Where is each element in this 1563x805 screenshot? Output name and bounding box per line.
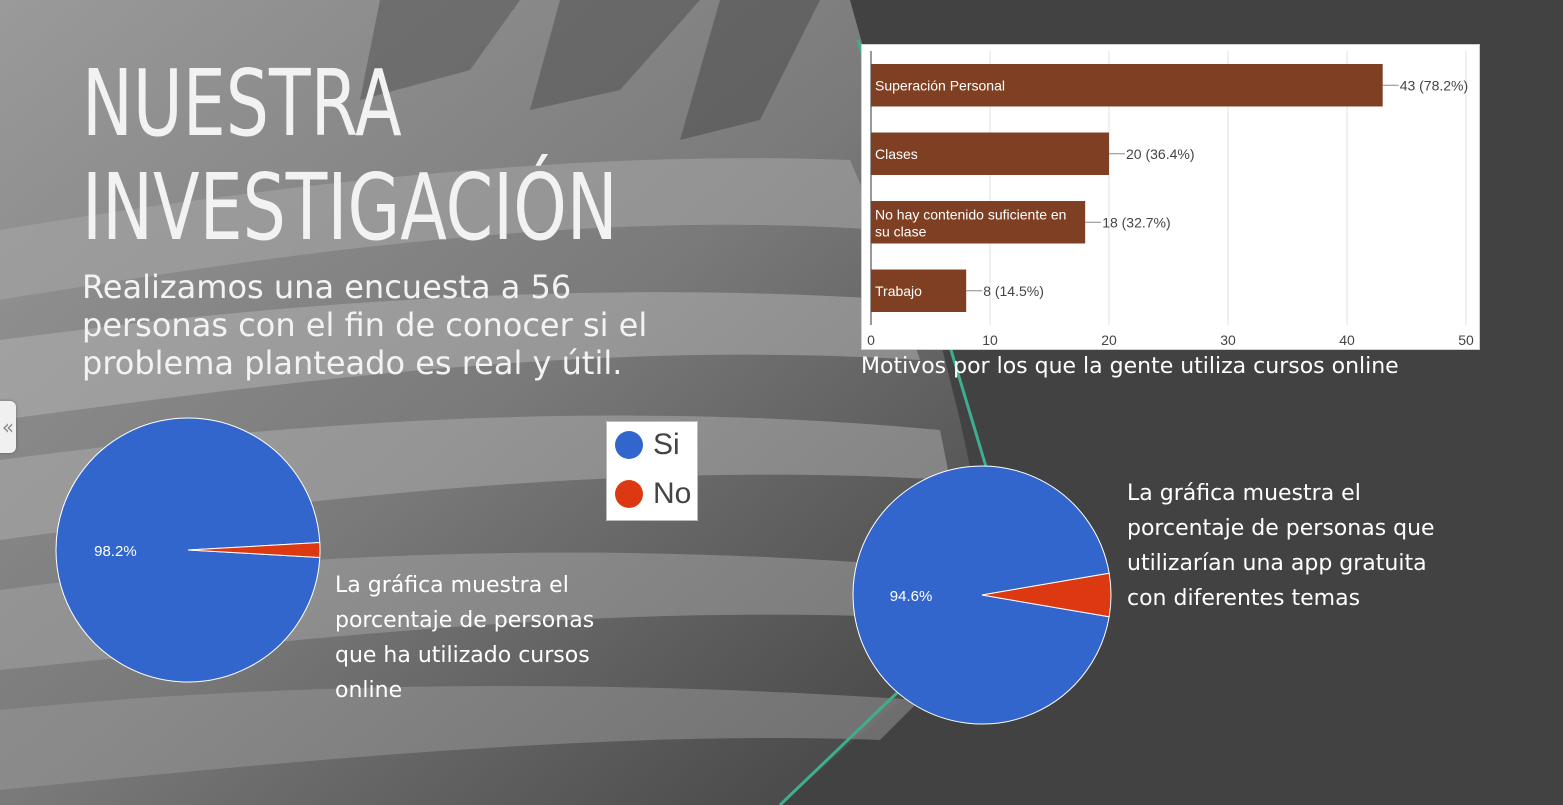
title-line-1: NUESTRA <box>82 50 402 157</box>
bar <box>871 132 1109 175</box>
pie-2-caption: La gráfica muestra el porcentaje de pers… <box>1127 481 1435 611</box>
pie-legend: Si No <box>606 421 698 521</box>
pie-chart-used-online-courses: 98.2% <box>55 417 321 683</box>
slide-title: NUESTRA INVESTIGACIÓN <box>82 52 618 260</box>
bar-chart-caption: Motivos por los que la gente utiliza cur… <box>861 354 1399 379</box>
title-line-2: INVESTIGACIÓN <box>82 154 618 261</box>
legend-label-no: No <box>653 477 692 510</box>
bar <box>871 64 1383 107</box>
bar-data-label: 8 (14.5%) <box>983 283 1044 299</box>
bar-category-label: Trabajo <box>875 283 922 299</box>
pie-slice-no <box>981 572 1112 618</box>
x-tick-label: 20 <box>1101 332 1117 348</box>
pie-data-label: 98.2% <box>94 543 137 560</box>
legend-swatch-si <box>615 431 643 459</box>
pie-chart-would-use-free-app: 94.6% <box>852 465 1112 725</box>
legend-item-no: No <box>615 474 691 514</box>
x-tick-label: 30 <box>1220 332 1236 348</box>
slide-subtitle: Realizamos una encuesta a 56 personas co… <box>82 268 648 382</box>
legend-item-si: Si <box>615 425 680 465</box>
legend-swatch-no <box>615 480 643 508</box>
pie-data-label: 94.6% <box>890 588 933 605</box>
bar-chart-panel: 0 10 20 30 40 50 Superación Personal 43 (78.2%)… <box>861 44 1480 350</box>
collapse-panel-button[interactable]: « <box>0 401 16 453</box>
chevron-double-left-icon: « <box>1 415 15 439</box>
pie-slice-no <box>187 542 321 558</box>
bar-data-label: 20 (36.4%) <box>1126 146 1194 162</box>
bar-category-label: Clases <box>875 146 918 162</box>
bar-category-label: No hay contenido suficiente en su clase <box>875 206 1066 239</box>
x-tick-label: 40 <box>1339 332 1355 348</box>
bar <box>871 269 967 312</box>
x-tick-label: 0 <box>867 332 875 348</box>
bar-data-label: 18 (32.7%) <box>1102 214 1170 230</box>
pie-1-caption: La gráfica muestra el porcentaje de pers… <box>335 573 595 703</box>
pie-slice-si <box>55 417 321 683</box>
pie-slice-si <box>852 465 1110 725</box>
bar-chart-reasons: 0 10 20 30 40 50 Superación Personal 43 (78.2%)… <box>867 51 1474 348</box>
bar-category-label: Superación Personal <box>875 77 1005 93</box>
legend-label-si: Si <box>653 428 680 461</box>
bar-data-label: 43 (78.2%) <box>1400 77 1468 93</box>
bar <box>871 201 1086 244</box>
x-tick-label: 10 <box>982 332 998 348</box>
x-tick-label: 50 <box>1458 332 1474 348</box>
